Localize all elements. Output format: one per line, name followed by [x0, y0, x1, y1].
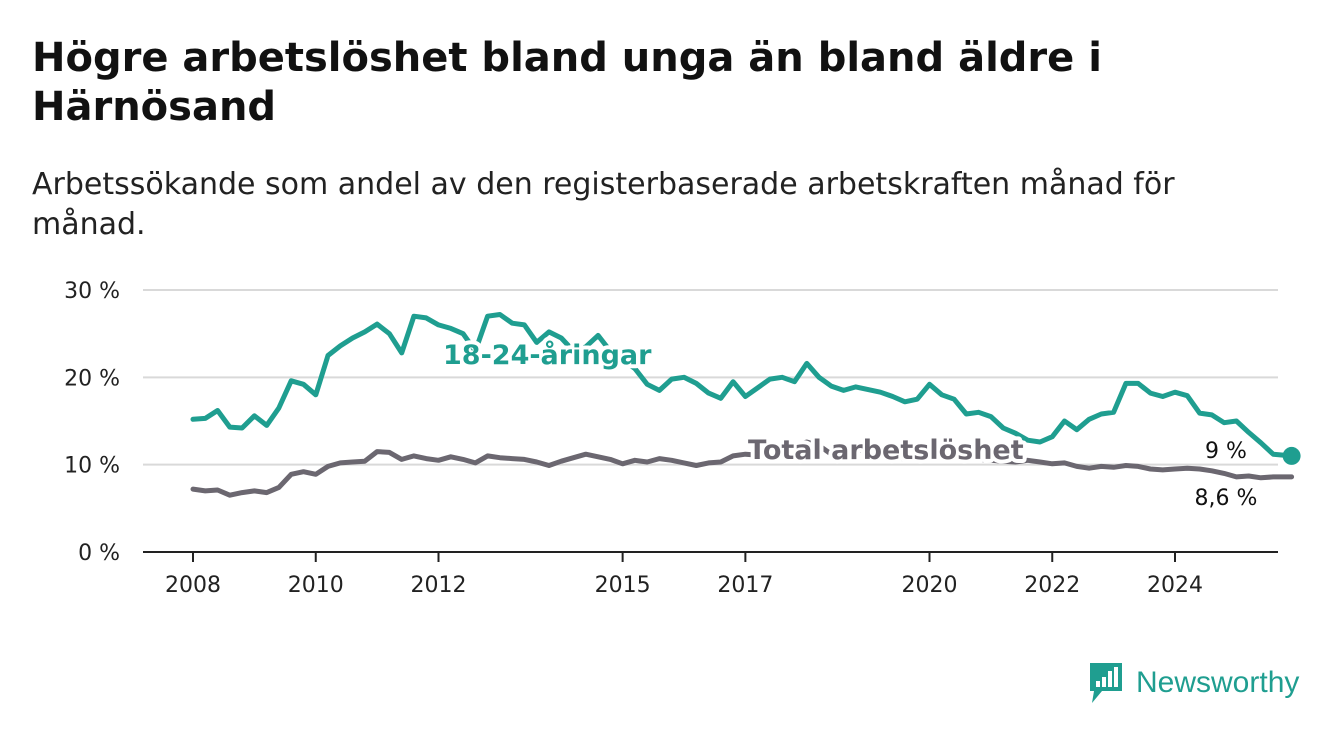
y-axis-labels: 0 % 10 % 20 % 30 %	[64, 279, 120, 566]
x-axis: 2008 2010 2012 2015 2017 2020 2022 2024	[143, 551, 1278, 598]
x-tick-label: 2012	[411, 573, 467, 598]
x-tick-label: 2017	[717, 573, 773, 598]
x-tick-label: 2024	[1147, 573, 1203, 598]
series-end-label-total: 8,6 %	[1195, 486, 1258, 511]
series-lines	[190, 312, 1301, 498]
series-end-label-youth: 9 %	[1205, 439, 1247, 464]
newsworthy-logo: Newsworthy	[1088, 660, 1299, 706]
chart-title: Högre arbetslöshet bland unga än bland ä…	[32, 35, 1102, 130]
y-tick-label: 0 %	[78, 541, 120, 566]
series-end-marker-youth	[1282, 446, 1301, 465]
x-tick-label: 2008	[165, 573, 221, 598]
series-label-total: Total arbetslöshet	[748, 435, 1024, 466]
series-label-youth: 18-24-åringar	[443, 339, 652, 371]
y-tick-label: 30 %	[64, 279, 120, 304]
y-tick-label: 20 %	[64, 366, 120, 391]
bar-chart-icon	[1090, 663, 1122, 703]
grid-lines	[143, 289, 1278, 466]
brand-name: Newsworthy	[1136, 666, 1300, 699]
x-tick-label: 2020	[902, 573, 958, 598]
x-tick-label: 2015	[595, 573, 651, 598]
series-line-total	[190, 439, 1295, 498]
chart-subtitle: Arbetssökande som andel av den registerb…	[32, 167, 1175, 242]
y-tick-label: 10 %	[64, 454, 120, 479]
x-tick-label: 2022	[1024, 573, 1080, 598]
x-tick-label: 2010	[288, 573, 344, 598]
series-line-youth	[190, 312, 1295, 459]
series-labels: 18-24-åringar 9 % Total arbetslöshet 8,6 %	[439, 335, 1260, 514]
line-chart: 0 % 10 % 20 % 30 % 2008 2010 2012 2015 2017 2020…	[64, 279, 1301, 598]
